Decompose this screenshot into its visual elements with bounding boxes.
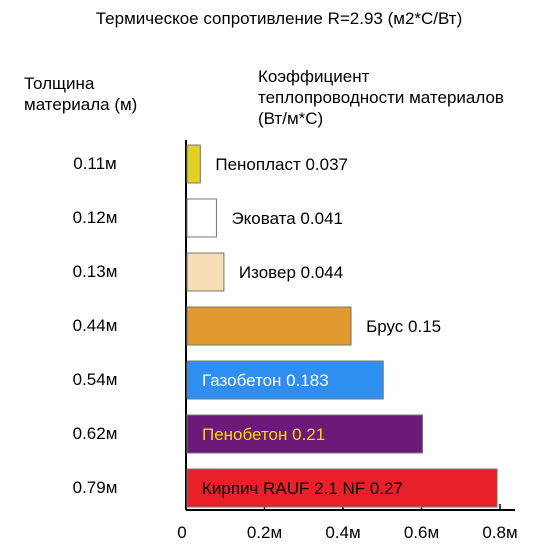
- thickness-header-line-1: Толщина: [24, 74, 95, 93]
- thickness-label-0: 0.11м: [73, 154, 117, 173]
- thickness-header-line-2: материала (м): [24, 95, 138, 114]
- bar-0: [186, 144, 201, 184]
- bar-3: [186, 306, 352, 346]
- thickness-label-6: 0.79м: [72, 478, 118, 497]
- thickness-label-5: 0.62м: [72, 424, 118, 443]
- bar-6: [186, 468, 498, 508]
- bar-label-4: Газобетон 0.183: [202, 371, 329, 390]
- bar-label-5: Пенобетон 0.21: [202, 425, 325, 444]
- bar-label-2: Изовер 0.044: [239, 263, 343, 282]
- x-tick-label-2: 0.4м: [325, 523, 360, 542]
- x-tick-label-0: 0: [177, 523, 186, 542]
- bar-2: [186, 252, 225, 292]
- conductivity-header-line-3: (Вт/м*С): [258, 109, 324, 128]
- bar-label-0: Пенопласт 0.037: [215, 155, 348, 174]
- bar-label-3: Брус 0.15: [366, 317, 441, 336]
- x-tick-label-3: 0.6м: [404, 523, 439, 542]
- bar-label-1: Эковата 0.041: [231, 209, 343, 228]
- x-tick-label-1: 0.2м: [247, 523, 282, 542]
- thickness-label-1: 0.12м: [72, 208, 118, 227]
- x-tick-label-4: 0.8м: [482, 523, 517, 542]
- thickness-label-3: 0.44м: [72, 316, 118, 335]
- thickness-label-4: 0.54м: [72, 370, 118, 389]
- chart-title: Термическое сопротивление R=2.93 (м2*С/В…: [95, 9, 463, 28]
- conductivity-header-line-1: Коэффициент: [258, 67, 370, 86]
- bar-5: [186, 414, 423, 454]
- thickness-label-2: 0.13м: [72, 262, 118, 281]
- bar-label-6: Кирпич RAUF 2.1 NF 0.27: [202, 479, 403, 498]
- conductivity-header: Коэффициент теплопроводности материалов …: [258, 66, 504, 129]
- conductivity-header-line-2: теплопроводности материалов: [258, 88, 504, 107]
- bar-1: [186, 198, 217, 238]
- thickness-header: Толщина материала (м): [24, 73, 137, 115]
- bar-4: [186, 360, 384, 400]
